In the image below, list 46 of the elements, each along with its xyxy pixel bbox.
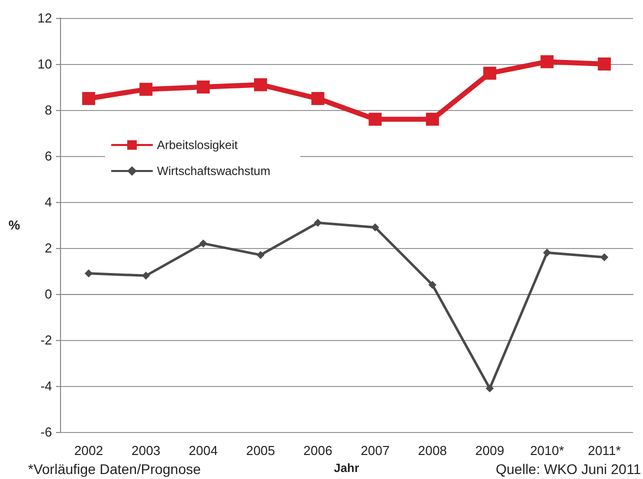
point [600,253,608,262]
y-axis-title: % [8,218,20,233]
text: *Vorläufige Daten/Prognose [28,461,201,477]
point [139,82,152,96]
x-tick-label: 2009 [475,443,504,458]
point [428,280,436,289]
point [142,272,150,280]
y-tick-label: 10 [38,56,52,72]
point [598,58,611,71]
y-tick-label: 2 [44,240,52,256]
legend-label: Arbeitslosigkeit [157,138,238,152]
point [543,248,552,257]
point [486,384,494,392]
x-tick-label: 2002 [74,443,104,458]
point [483,66,496,80]
point [256,250,265,259]
x-tick-label: 2005 [246,443,276,458]
x-tick-label: 2008 [418,443,447,458]
legend-label: Wirtschaftswachstum [157,164,270,178]
y-tick-label: 6 [44,148,52,164]
point [82,92,96,106]
y-tick-label: -4 [40,378,52,394]
point [540,55,554,68]
point [368,112,382,126]
y-tick-label: -2 [40,332,52,348]
y-tick-label: 8 [44,102,52,118]
source-note: Quelle: WKO Juni 2011 [496,461,642,477]
point [196,80,210,94]
point [311,92,324,106]
y-tick-label: 12 [38,10,52,26]
point [371,223,380,232]
point [314,218,322,227]
point [254,78,268,92]
x-axis-title: Jahr [334,461,360,475]
x-tick-label: 2006 [303,443,332,458]
y-tick-label: 0 [44,286,52,302]
y-tick-label: 4 [44,194,52,210]
x-tick-label: 2003 [131,443,160,458]
point [199,239,208,248]
x-tick-label: 2007 [360,443,390,458]
x-tick-label: 2011* [588,443,621,458]
point [426,112,439,126]
x-tick-label: 2010* [530,443,564,458]
point [84,269,93,278]
y-tick-label: -6 [40,424,52,440]
x-tick-label: 2004 [188,443,218,458]
